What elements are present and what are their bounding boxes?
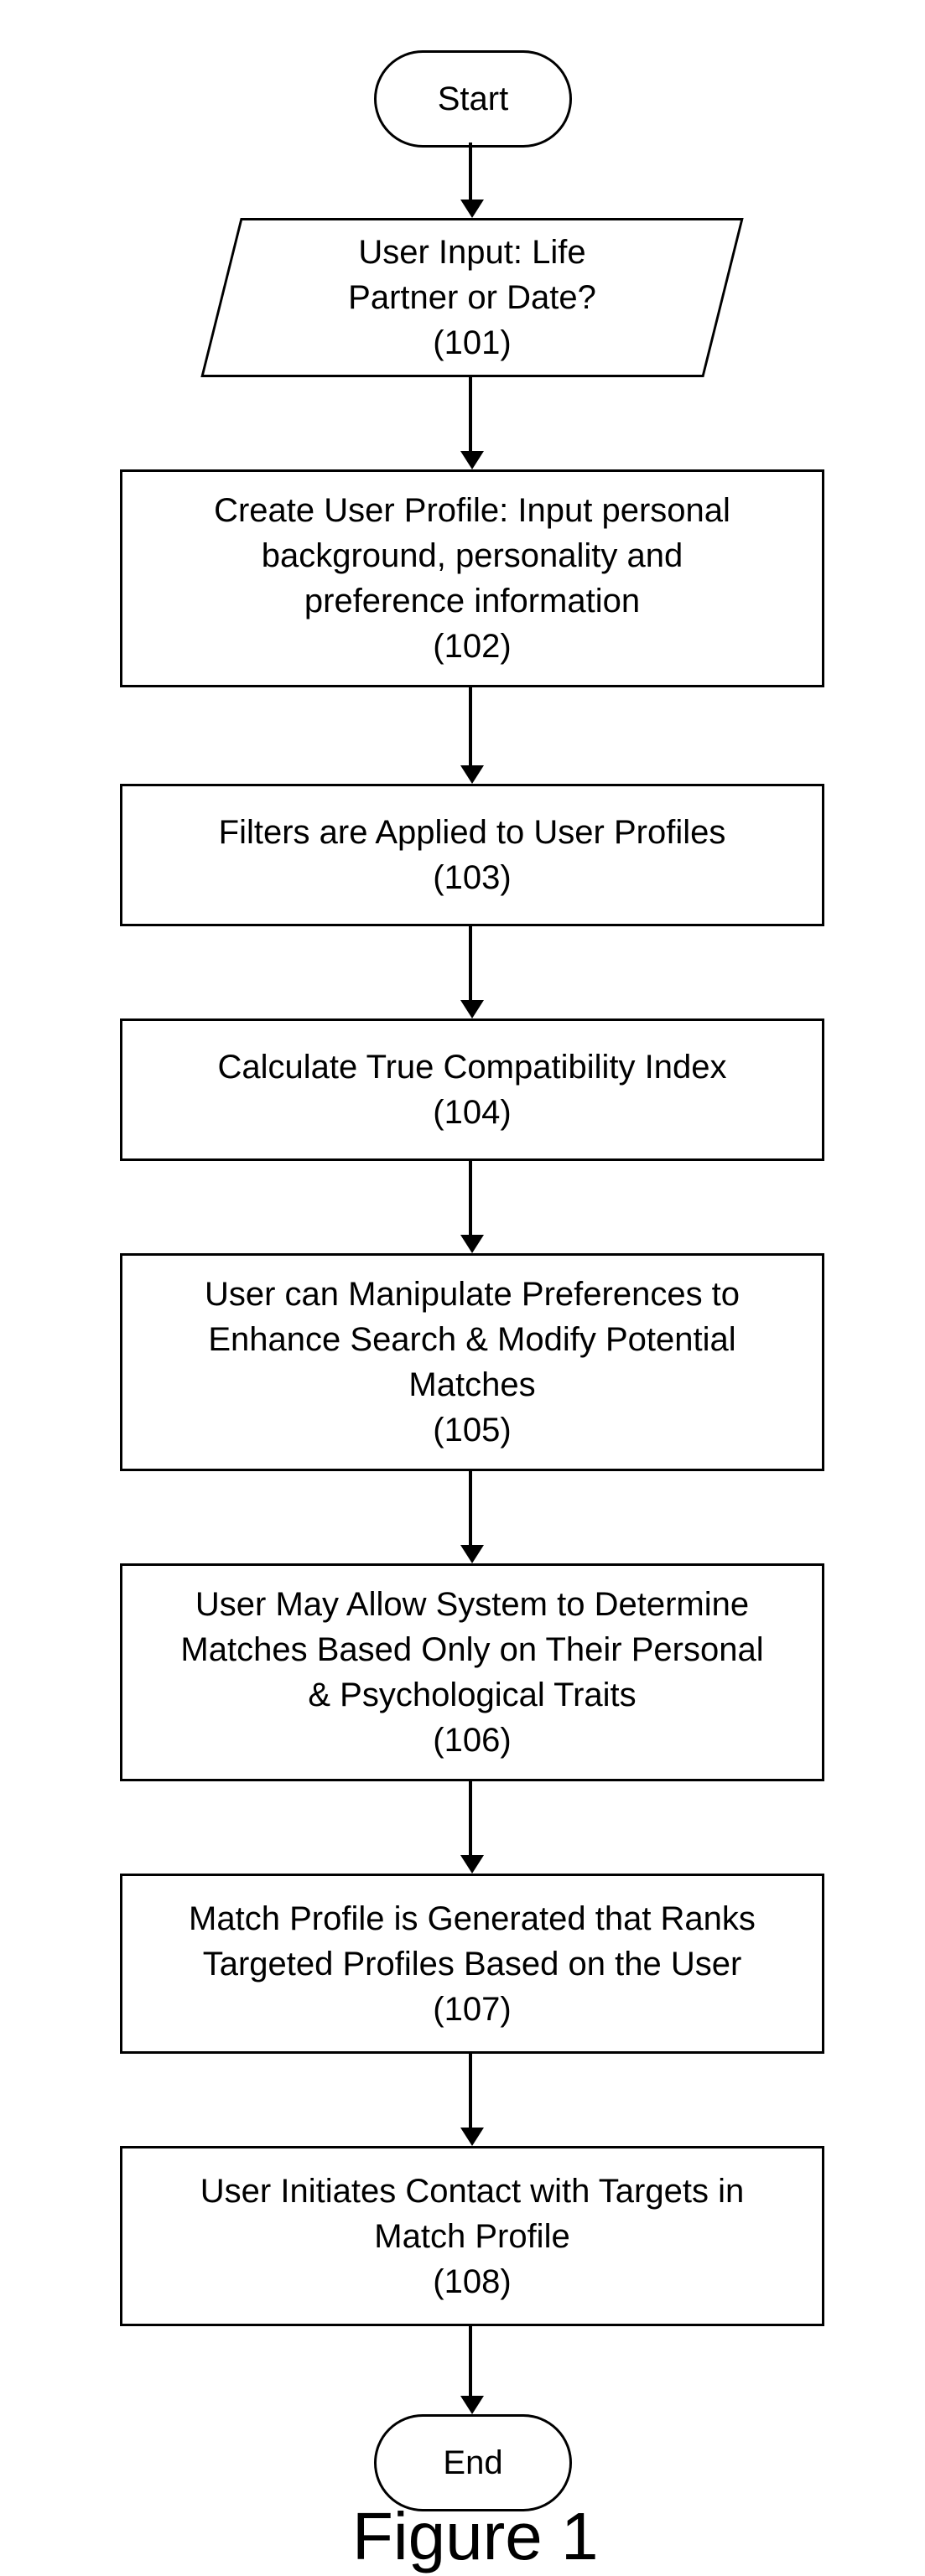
process-node-108-label: User Initiates Contact with Targets inMa…: [200, 2169, 744, 2304]
figure-label-text: Figure 1: [352, 2499, 598, 2573]
terminator-end-label: End: [443, 2444, 502, 2482]
edge-line: [469, 143, 472, 200]
edge-line: [469, 377, 472, 451]
edge-line: [469, 687, 472, 765]
edge-arrowhead: [460, 1545, 484, 1563]
process-node-104-label: Calculate True Compatibility Index(104): [218, 1044, 727, 1135]
edge-arrowhead: [460, 2396, 484, 2414]
process-node-106: User May Allow System to DetermineMatche…: [120, 1563, 824, 1781]
process-node-105-label: User can Manipulate Preferences toEnhanc…: [205, 1272, 740, 1453]
terminator-end: End: [374, 2414, 572, 2511]
edge-arrowhead: [460, 200, 484, 218]
edge-arrowhead: [460, 451, 484, 469]
edge-line: [469, 1161, 472, 1235]
flowchart-container: Start User Input: LifePartner or Date?(1…: [0, 0, 925, 2576]
process-node-106-label: User May Allow System to DetermineMatche…: [180, 1582, 763, 1763]
edge-arrowhead: [460, 2128, 484, 2146]
io-node-101: User Input: LifePartner or Date?(101): [221, 218, 724, 377]
edge-line: [469, 1471, 472, 1545]
edge-arrowhead: [460, 765, 484, 784]
edge-line: [469, 2326, 472, 2396]
figure-label: Figure 1: [352, 2498, 598, 2575]
process-node-103-label: Filters are Applied to User Profiles(103…: [219, 810, 726, 900]
process-node-107-label: Match Profile is Generated that RanksTar…: [189, 1896, 756, 2032]
edge-arrowhead: [460, 1000, 484, 1018]
edge-line: [469, 1781, 472, 1855]
terminator-start-label: Start: [438, 80, 508, 118]
edge-arrowhead: [460, 1855, 484, 1874]
process-node-103: Filters are Applied to User Profiles(103…: [120, 784, 824, 926]
process-node-108: User Initiates Contact with Targets inMa…: [120, 2146, 824, 2326]
io-node-101-label: User Input: LifePartner or Date?(101): [221, 218, 724, 377]
terminator-start: Start: [374, 50, 572, 148]
process-node-105: User can Manipulate Preferences toEnhanc…: [120, 1253, 824, 1471]
process-node-102-label: Create User Profile: Input personalbackg…: [214, 488, 730, 669]
process-node-104: Calculate True Compatibility Index(104): [120, 1018, 824, 1161]
process-node-102: Create User Profile: Input personalbackg…: [120, 469, 824, 687]
edge-line: [469, 926, 472, 1000]
edge-line: [469, 2054, 472, 2128]
edge-arrowhead: [460, 1235, 484, 1253]
process-node-107: Match Profile is Generated that RanksTar…: [120, 1874, 824, 2054]
